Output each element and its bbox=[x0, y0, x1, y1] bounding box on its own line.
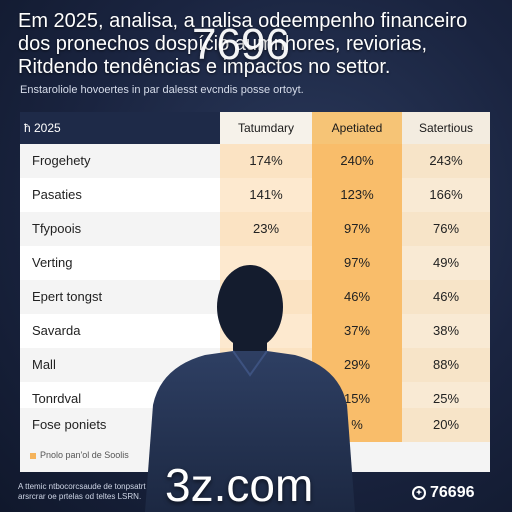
footnote-text: Pnolo pan'ol de Soolis bbox=[40, 450, 129, 460]
table-cell: 46% bbox=[402, 280, 490, 314]
person-silhouette bbox=[145, 265, 355, 512]
table-corner-label: ħ 2025 bbox=[20, 112, 220, 144]
bottom-left-caption: A ttemic ntbocorcsaude de tonpsatrt arsr… bbox=[18, 482, 146, 501]
brand-number: 76696 bbox=[430, 484, 475, 501]
person-collar bbox=[232, 350, 268, 377]
table-cell: 20% bbox=[402, 408, 490, 442]
table-cell: 49% bbox=[402, 246, 490, 280]
table-cell: 141% bbox=[220, 178, 312, 212]
table-header-row: ħ 2025 Tatumdary Apetiated Satertious bbox=[20, 112, 490, 144]
subtitle: Enstaroliole hovoertes in par dalesst ev… bbox=[20, 84, 304, 96]
row-label: Tfypoois bbox=[20, 212, 220, 246]
headline-line-1: Em 2025, analisa, a nalisa odeempenho fi… bbox=[18, 10, 468, 32]
table-footnote: Pnolo pan'ol de Soolis bbox=[30, 450, 129, 460]
table-cell: 88% bbox=[402, 348, 490, 382]
person-head bbox=[217, 265, 283, 349]
row-label: Frogehety bbox=[20, 144, 220, 178]
table-cell: 240% bbox=[312, 144, 402, 178]
overlay-number: 7696 bbox=[192, 20, 290, 69]
headline-line-2: dos pronechos dospício aumnhores, revior… bbox=[18, 33, 428, 55]
table-row: Frogehety 174% 240% 243% bbox=[20, 144, 490, 178]
table-cell: 243% bbox=[402, 144, 490, 178]
headline: Em 2025, analisa, a nalisa odeempenho fi… bbox=[18, 10, 498, 79]
column-header: Satertious bbox=[402, 112, 490, 144]
column-header: Tatumdary bbox=[220, 112, 312, 144]
row-label: Savarda bbox=[20, 314, 220, 348]
row-label: Epert tongst bbox=[20, 280, 220, 314]
table-cell: 23% bbox=[220, 212, 312, 246]
column-header: Apetiated bbox=[312, 112, 402, 144]
bottom-right-brand: ✦ 76696 bbox=[412, 484, 475, 502]
table-cell: 97% bbox=[312, 212, 402, 246]
row-label: Verting bbox=[20, 246, 220, 280]
table-cell: 174% bbox=[220, 144, 312, 178]
table-cell: 166% bbox=[402, 178, 490, 212]
table-row: Verting 97% 49% bbox=[20, 246, 490, 280]
legend-swatch-icon bbox=[30, 452, 36, 459]
watermark: 3z.com bbox=[165, 459, 314, 511]
table-cell: 38% bbox=[402, 314, 490, 348]
table-cell: 46% bbox=[312, 280, 402, 314]
circle-logo-icon: ✦ bbox=[412, 485, 426, 500]
table-cell: 97% bbox=[312, 246, 402, 280]
table-cell: 76% bbox=[402, 212, 490, 246]
headline-line-3: Ritdendo tendências e impactos no settor… bbox=[18, 56, 391, 78]
table-cell: 123% bbox=[312, 178, 402, 212]
person-shirt bbox=[145, 351, 355, 512]
table-row: Pasaties 141% 123% 166% bbox=[20, 178, 490, 212]
table-row: Tfypoois 23% 97% 76% bbox=[20, 212, 490, 246]
table-cell: 37% bbox=[312, 314, 402, 348]
row-label: Pasaties bbox=[20, 178, 220, 212]
